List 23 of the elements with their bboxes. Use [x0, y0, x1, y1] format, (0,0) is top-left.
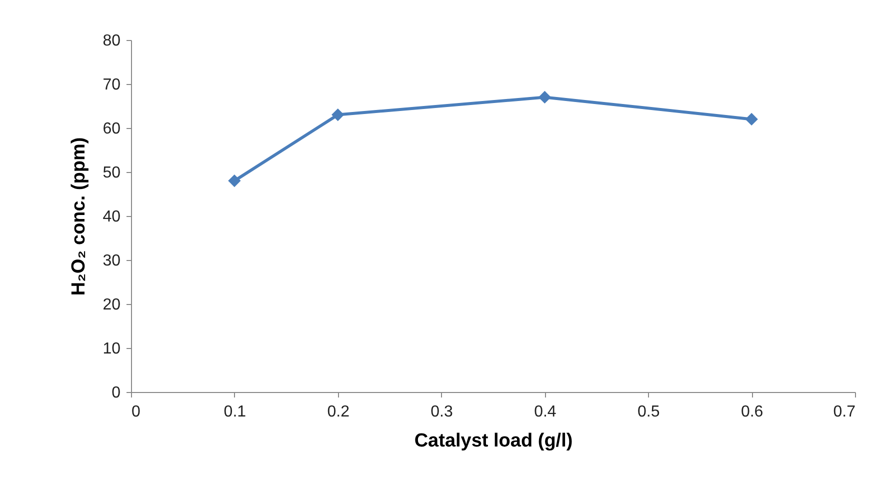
y-tick-label: 70 — [102, 76, 121, 94]
y-tick-label: 20 — [102, 296, 121, 314]
x-tick-label: 0.7 — [833, 404, 856, 420]
y-tick-label: 60 — [102, 120, 121, 138]
x-tick-label: 0.6 — [740, 404, 764, 420]
x-tick-label: 0.4 — [534, 404, 556, 420]
y-tick-label: 80 — [102, 32, 121, 50]
y-tick-label: 0 — [112, 384, 121, 402]
point — [745, 112, 758, 126]
x-axis-title: Catalyst load (g/l) — [414, 430, 573, 452]
point — [332, 108, 344, 122]
x-tick-label: 0.3 — [430, 404, 454, 420]
x-tick-label: 0.2 — [327, 404, 350, 420]
y-tick-label: 30 — [102, 252, 121, 270]
y-axis-title: H₂O₂ conc. (ppm) — [68, 137, 90, 296]
y-tick-label: 50 — [102, 164, 121, 182]
y-tick-label: 40 — [102, 208, 121, 226]
point — [538, 90, 552, 104]
y-tick-label: 10 — [102, 340, 121, 358]
x-tick-label: 0.1 — [224, 404, 246, 420]
point — [228, 174, 241, 188]
x-tick-label: 0.5 — [638, 404, 660, 420]
x-tick-label: 0 — [132, 404, 140, 420]
